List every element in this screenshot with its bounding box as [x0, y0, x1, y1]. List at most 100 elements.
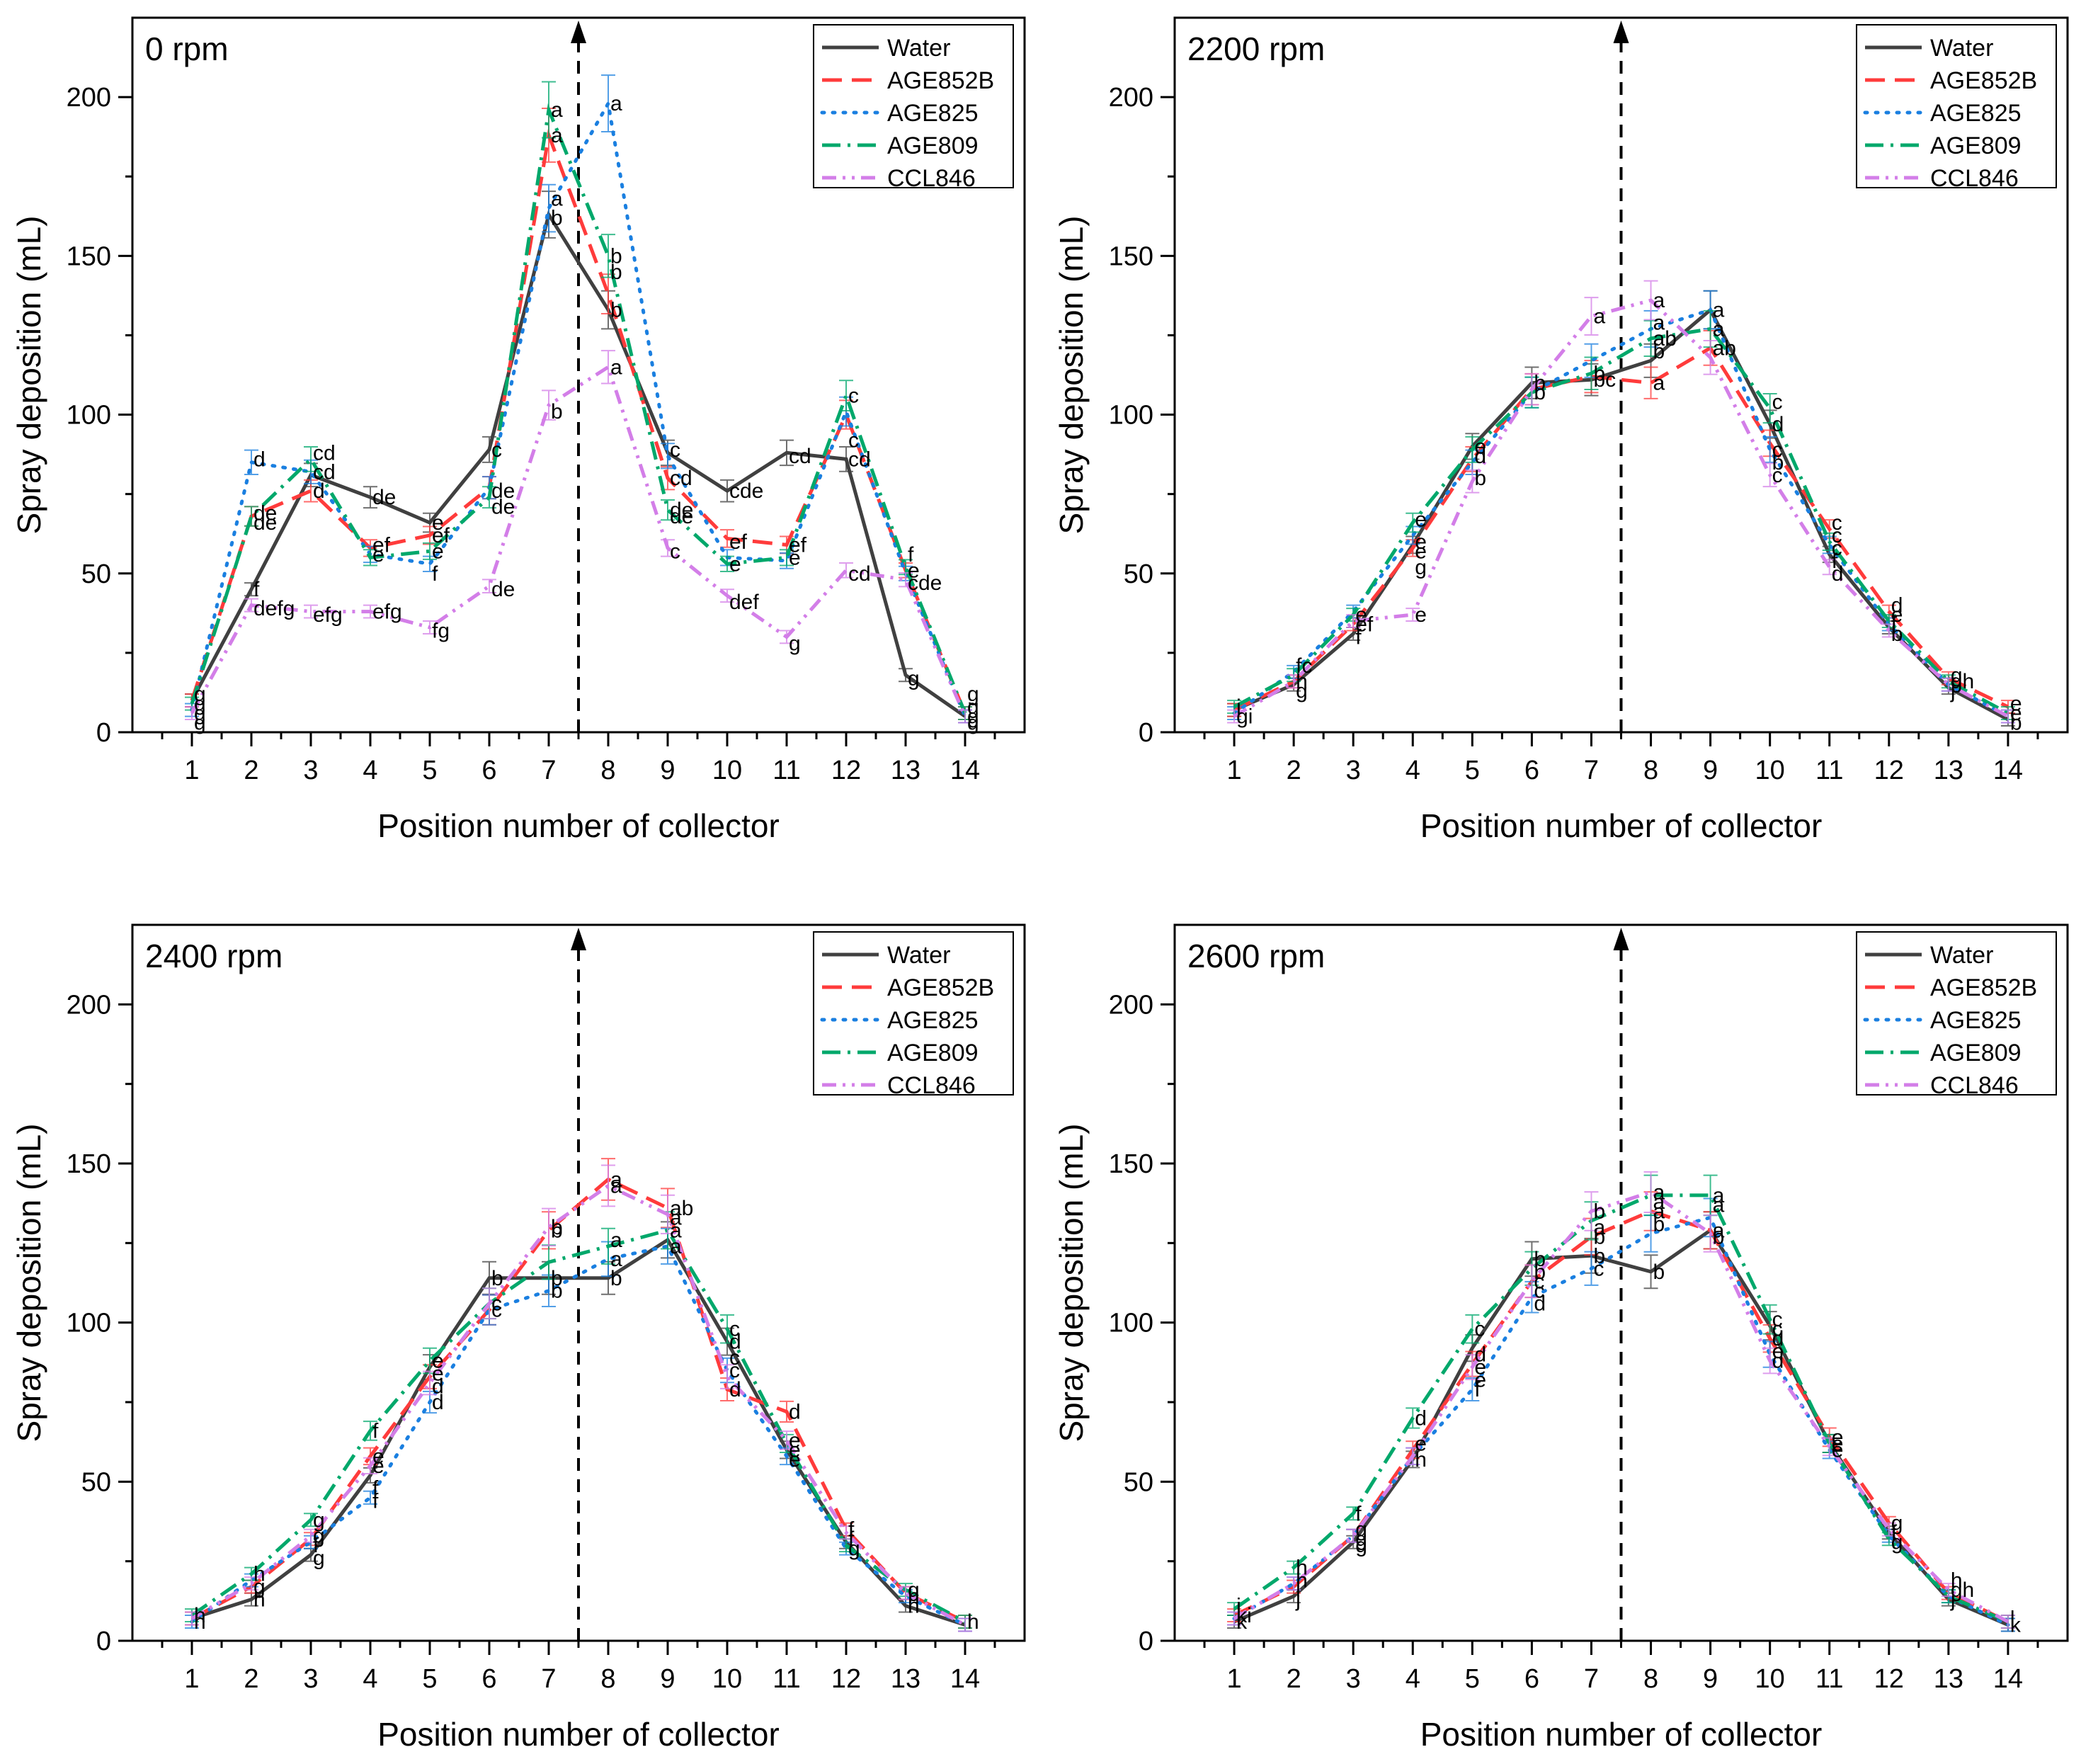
- significance-label: a: [610, 1248, 622, 1271]
- significance-label: c: [1534, 1280, 1544, 1303]
- significance-label: e: [372, 1455, 384, 1478]
- y-tick-label: 200: [1109, 83, 1153, 113]
- significance-label: b: [551, 400, 563, 423]
- significance-label: ef: [372, 533, 391, 557]
- significance-label: a: [1653, 1180, 1665, 1204]
- significance-label: f: [908, 543, 914, 567]
- series-line-age809: [1233, 326, 2009, 715]
- significance-label: ef: [789, 533, 807, 557]
- error-bar: [1227, 709, 1242, 724]
- significance-label: f: [313, 1534, 319, 1557]
- significance-label: g: [1891, 1531, 1903, 1554]
- error-bar: [958, 1617, 972, 1632]
- x-axis-title: Position number of collector: [1420, 807, 1823, 844]
- error-bar: [244, 506, 258, 527]
- x-tick-label: 1: [1226, 756, 1241, 785]
- significance-label: b: [610, 1267, 622, 1290]
- significance-label: e: [1832, 1432, 1844, 1455]
- error-bar: [1584, 297, 1599, 336]
- legend-label: Water: [887, 35, 950, 62]
- significance-label: k: [1236, 1610, 1248, 1634]
- significance-label: g: [789, 632, 801, 655]
- error-bar: [1406, 1407, 1420, 1429]
- significance-label: e: [1474, 1356, 1486, 1379]
- arrow-head-icon: [1613, 21, 1629, 43]
- significance-label: c: [1772, 1308, 1783, 1331]
- significance-label: def: [729, 591, 759, 614]
- error-bar: [601, 234, 615, 278]
- error-bar: [1584, 356, 1599, 391]
- significance-label: ab: [1653, 327, 1677, 351]
- significance-label: d: [729, 1331, 741, 1354]
- significance-label: b: [1593, 362, 1605, 385]
- error-bar: [1524, 372, 1539, 406]
- significance-label: g: [313, 1508, 325, 1532]
- error-bar: [1406, 1447, 1420, 1466]
- legend: Water AGE852B AGE825 AGE809 CCL846: [813, 931, 1014, 1099]
- significance-label: f: [253, 578, 260, 601]
- x-tick-label: 1: [184, 756, 199, 785]
- significance-label: b: [491, 1267, 503, 1290]
- significance-label: h: [1296, 670, 1308, 693]
- significance-label: efg: [372, 601, 402, 624]
- error-bar: [899, 1586, 913, 1600]
- significance-label: c: [1534, 1270, 1544, 1293]
- series-line-ccl846: [1233, 1190, 2009, 1624]
- significance-label: c: [1772, 464, 1783, 487]
- significance-label: e: [789, 1429, 801, 1452]
- significance-label: fg: [432, 619, 450, 642]
- y-tick-label: 150: [1109, 1149, 1153, 1179]
- significance-label: g: [967, 683, 979, 706]
- significance-label: e: [908, 559, 920, 582]
- error-bar: [542, 1207, 556, 1247]
- significance-label: j: [1950, 680, 1956, 703]
- significance-label: b: [610, 299, 622, 322]
- significance-label: e: [2010, 702, 2022, 725]
- y-axis-title: Spray deposition (mL): [11, 216, 47, 535]
- significance-label: e: [1415, 540, 1427, 563]
- x-tick-label: 8: [1643, 1664, 1658, 1694]
- y-tick-label: 100: [1109, 1309, 1153, 1338]
- x-tick-label: 9: [1703, 1664, 1718, 1694]
- significance-label: i: [1236, 695, 1241, 719]
- significance-label: gh: [1951, 670, 1974, 693]
- error-bar: [1346, 614, 1361, 629]
- significance-label: g: [1355, 1527, 1367, 1551]
- significance-label: i: [1236, 1595, 1241, 1618]
- significance-label: e: [1474, 435, 1486, 458]
- significance-label: b: [1653, 1261, 1665, 1284]
- significance-label: a: [1713, 299, 1725, 322]
- error-bar: [720, 479, 734, 503]
- significance-label: d: [1772, 1327, 1784, 1350]
- x-tick-label: 2: [244, 1664, 258, 1694]
- error-bar: [1287, 674, 1301, 689]
- significance-label: b: [1653, 1212, 1665, 1236]
- series-line-age809: [1233, 1193, 2009, 1624]
- significance-label: c: [1772, 1318, 1783, 1341]
- panel-title: 2400 rpm: [145, 938, 283, 974]
- x-axis-title: Position number of collector: [377, 807, 780, 844]
- error-bar: [1584, 1251, 1599, 1286]
- error-bar: [1406, 512, 1420, 533]
- error-bar: [1762, 462, 1777, 488]
- significance-label: b: [1593, 1225, 1605, 1248]
- significance-label: h: [194, 1604, 206, 1627]
- significance-label: d: [1891, 594, 1903, 618]
- x-tick-label: 10: [1755, 1664, 1785, 1694]
- significance-label: l: [2010, 1607, 2015, 1631]
- significance-label: d: [1474, 1343, 1486, 1367]
- significance-label: d: [1534, 1292, 1546, 1316]
- significance-label: c: [1772, 438, 1783, 462]
- significance-label: b: [1653, 340, 1665, 363]
- x-tick-label: 10: [712, 756, 742, 785]
- significance-label: e: [789, 1438, 801, 1462]
- significance-label: h: [1296, 1569, 1308, 1593]
- y-tick-label: 100: [1109, 401, 1153, 431]
- significance-label: e: [1832, 1438, 1844, 1462]
- x-tick-label: 2: [1287, 1664, 1301, 1694]
- error-bar: [1822, 1437, 1837, 1457]
- x-tick-label: 7: [541, 1664, 556, 1694]
- significance-label: a: [610, 1229, 622, 1252]
- x-tick-label: 3: [1346, 1664, 1361, 1694]
- error-bar: [244, 1576, 258, 1591]
